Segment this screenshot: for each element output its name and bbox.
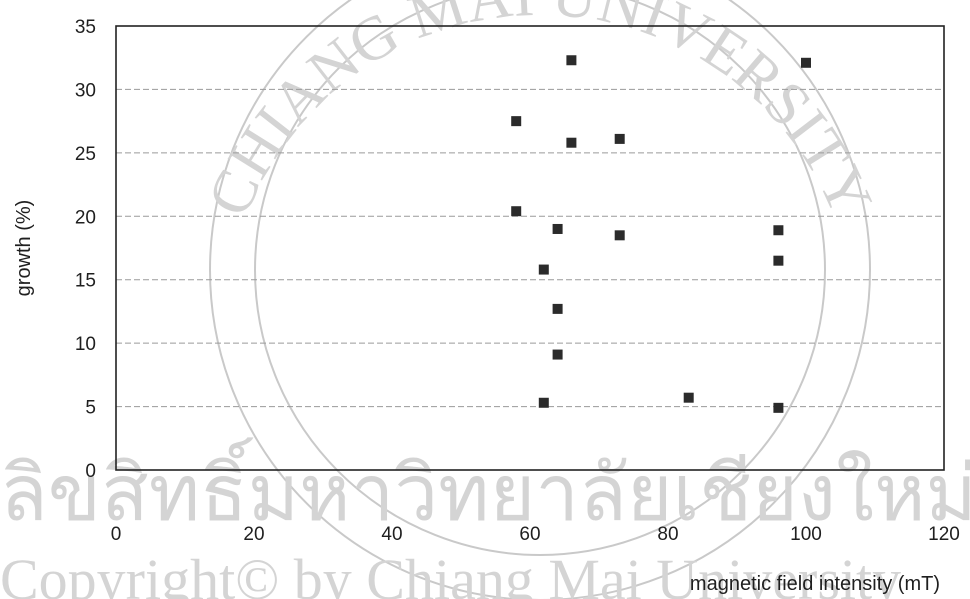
watermark-copyright-text: Copyright© by Chiang Mai University [0, 547, 901, 599]
y-tick-label: 0 [85, 461, 96, 482]
data-point [552, 223, 563, 234]
data-point [801, 57, 811, 68]
data-point [511, 116, 522, 127]
y-tick-label: 20 [75, 207, 96, 228]
y-tick-label: 15 [75, 271, 96, 292]
watermark-thai-text: ลิขสิทธิ์มหาวิทยาลัยเชียงใหม่ [0, 437, 970, 537]
plot-frame [115, 25, 945, 471]
data-point [511, 206, 522, 217]
data-point [552, 349, 563, 360]
y-tick-label: 10 [75, 334, 96, 355]
y-tick-label: 30 [75, 80, 96, 101]
y-tick-labels: 0 5 10 15 20 25 30 35 [75, 17, 96, 482]
x-axis-title: magnetic field intensity (mT) [690, 573, 940, 595]
data-point [552, 303, 563, 314]
x-tick-label: 80 [657, 524, 678, 545]
data-point [538, 397, 549, 408]
data-point [773, 255, 784, 266]
data-point [566, 137, 577, 148]
data-point [614, 230, 625, 241]
y-axis-title: growth (%) [13, 200, 35, 297]
gridlines [116, 88, 944, 408]
data-points [511, 55, 811, 413]
data-point [538, 264, 549, 275]
data-point [773, 225, 784, 236]
data-point [614, 133, 625, 144]
y-tick-label: 5 [85, 398, 96, 419]
y-tick-label: 35 [75, 17, 96, 38]
x-tick-label: 40 [381, 524, 402, 545]
y-tick-label: 25 [75, 144, 96, 165]
x-tick-label: 20 [243, 524, 264, 545]
data-point [683, 392, 694, 403]
x-tick-labels: 0 20 40 60 80 100 120 [111, 524, 960, 545]
data-point [566, 55, 577, 66]
watermark-arc-text: CHIANG MAI UNIVERSITY [195, 0, 885, 226]
x-tick-label: 120 [928, 524, 960, 545]
x-tick-label: 100 [790, 524, 822, 545]
x-tick-label: 60 [519, 524, 540, 545]
x-tick-label: 0 [111, 524, 122, 545]
data-point [773, 402, 784, 413]
